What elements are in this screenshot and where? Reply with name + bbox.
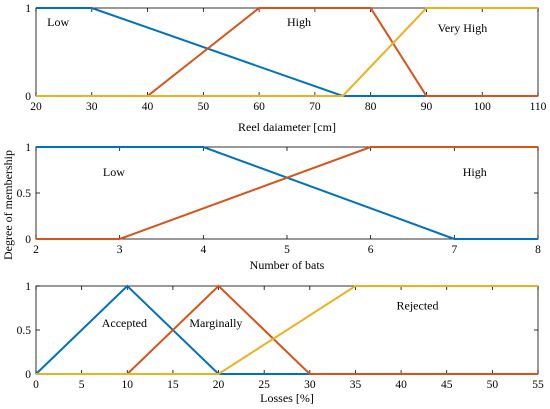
series-label-very-high: Very High (438, 21, 488, 35)
x-tick-label: 40 (395, 379, 407, 391)
plot-area (35, 146, 539, 240)
series-label-high: High (287, 15, 311, 29)
y-tick-label: 1 (25, 142, 31, 154)
x-tick-label: 20 (213, 379, 225, 391)
series-label-rejected: Rejected (397, 298, 439, 312)
y-tick-label: 0.5 (17, 188, 32, 200)
series-line-high (36, 146, 538, 240)
subplot-1: 20 30 40 50 60 70 80 90 100 110 0 1 Low High Very High… (25, 3, 546, 134)
x-tick-label: 40 (142, 101, 154, 113)
series-label-marginally: Marginally (189, 316, 242, 330)
x-tick-label: 50 (487, 379, 499, 391)
y-tick-label: 1 (25, 3, 31, 15)
x-tick-label: 0 (33, 379, 39, 391)
subplot-3: 0 5 10 15 20 25 30 35 40 45 50 55 0 0.5 1 Accepted Margi… (17, 281, 544, 405)
x-tick-label: 4 (200, 244, 206, 256)
y-tick-label: 1 (25, 281, 31, 293)
x-tick-label: 10 (122, 379, 134, 391)
x-tick-label: 25 (258, 379, 270, 391)
x-tick-label: 90 (421, 101, 433, 113)
shared-y-axis-label: Degree of membership (1, 150, 15, 260)
series-label-high: High (463, 165, 487, 179)
x-tick-label: 20 (30, 101, 42, 113)
y-tick-label: 0.5 (17, 325, 32, 337)
x-tick-label: 70 (309, 101, 321, 113)
y-tick-label: 0 (25, 91, 31, 103)
x-tick-label: 80 (365, 101, 377, 113)
series-label-low: Low (47, 15, 69, 29)
x-tick-label: 8 (535, 244, 541, 256)
y-tick-label: 0 (25, 369, 31, 381)
x-tick-label: 5 (79, 379, 85, 391)
x-tick-label: 50 (198, 101, 210, 113)
x-tick-label: 30 (86, 101, 98, 113)
x-tick-label: 45 (441, 379, 453, 391)
series-label-accepted: Accepted (102, 316, 147, 330)
x-axis-label: Reel daiameter [cm] (238, 120, 336, 134)
x-tick-label: 3 (117, 244, 123, 256)
subplot-2: 2 3 4 5 6 7 8 0 0.5 1 Low High Number of bats (17, 142, 542, 272)
x-tick-label: 2 (33, 244, 39, 256)
x-axis-label: Number of bats (250, 258, 325, 272)
x-tick-label: 60 (253, 101, 265, 113)
x-tick-label: 55 (532, 379, 544, 391)
x-axis-label: Losses [%] (260, 391, 314, 405)
x-tick-label: 15 (167, 379, 179, 391)
series-label-low: Low (103, 165, 125, 179)
series-line-very-high (36, 7, 538, 97)
plot-area (35, 7, 539, 97)
x-tick-label: 5 (284, 244, 290, 256)
series-line-low (36, 146, 538, 240)
series-line-rejected (36, 285, 538, 375)
y-tick-label: 0 (25, 234, 31, 246)
x-tick-label: 30 (304, 379, 316, 391)
x-tick-label: 7 (451, 244, 457, 256)
x-tick-label: 6 (368, 244, 374, 256)
x-tick-label: 100 (474, 101, 492, 113)
x-tick-label: 35 (350, 379, 362, 391)
x-tick-label: 110 (530, 101, 547, 113)
